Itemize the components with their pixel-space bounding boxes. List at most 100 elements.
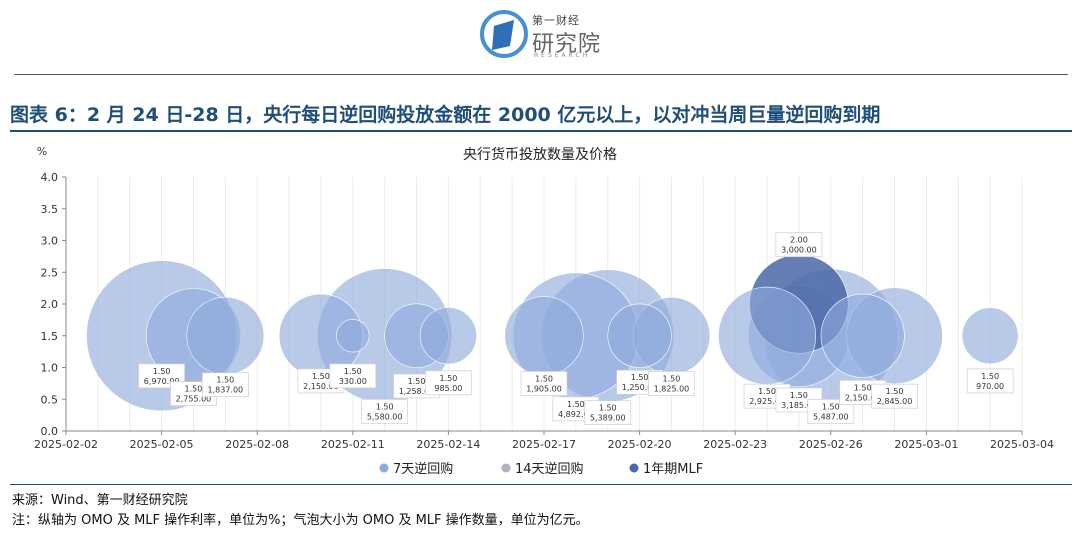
x-tick-label: 2025-03-01 — [894, 438, 958, 451]
data-label-box — [329, 363, 377, 389]
legend-marker — [501, 463, 511, 473]
data-label-rate: 1.50 — [312, 372, 330, 381]
y-axis-unit-label: % — [37, 145, 47, 158]
bubble-point — [336, 319, 370, 353]
data-label-box — [361, 399, 409, 424]
data-label-amount: 2,845.00 — [877, 397, 913, 406]
data-label-box — [520, 371, 568, 396]
x-tick-label: 2025-02-17 — [512, 438, 576, 451]
x-tick-label: 2025-02-02 — [34, 438, 98, 451]
data-label-amount: 4,892.00 — [558, 410, 594, 419]
data-label-rate: 1.50 — [790, 391, 808, 400]
source-note: 来源：Wind、第一财经研究院 — [12, 493, 188, 508]
x-tick-label: 2025-02-08 — [225, 438, 289, 451]
x-tick-label: 2025-02-11 — [321, 438, 385, 451]
data-label-amount: 5,580.00 — [367, 412, 403, 421]
y-tick-label: 3.0 — [41, 235, 59, 248]
data-label-box — [425, 370, 472, 396]
data-label-amount: 1,250.00 — [622, 383, 658, 392]
data-label-amount: 2,755.00 — [176, 395, 212, 404]
data-label-amount: 1,258.00 — [399, 387, 435, 396]
data-label-amount: 3,185.00 — [781, 401, 817, 410]
research-logo: 第一财经 研究院 RESEARCH — [480, 6, 620, 62]
data-label-amount: 1,825.00 — [654, 384, 690, 393]
y-tick-label: 0.0 — [41, 425, 59, 438]
data-label-rate: 1.50 — [216, 376, 234, 385]
axes: 0.0 0.5 1.0 1.5 2.0 2.5 3.0 3.5 4.0 2025-02-02 202… — [34, 171, 1054, 451]
bubble-point — [718, 286, 817, 385]
data-label-amount: 2,150.00 — [303, 382, 339, 391]
data-label-rate: 1.50 — [599, 404, 617, 413]
data-label-amount: 5,487.00 — [813, 412, 849, 421]
legend: 7天逆回购 14天逆回购 1年期MLF — [379, 461, 703, 477]
data-label-amount: 985.00 — [434, 384, 462, 393]
bubble-chart: 央行货币投放数量及价格 % 0.0 0.5 1.0 1.5 2.0 2.5 3.0 3.5 4.… — [34, 145, 1054, 477]
data-label-rate: 1.50 — [185, 385, 203, 394]
logo-brand-top: 第一财经 — [532, 14, 580, 27]
legend-marker — [629, 463, 639, 473]
header-divider — [14, 74, 1068, 75]
data-label-amount: 2,150.00 — [845, 393, 881, 402]
logo-brand-main: 研究院 — [532, 32, 602, 57]
bubble-point — [419, 307, 477, 365]
data-label-amount: 6,970.00 — [144, 377, 180, 386]
y-tick-label: 4.0 — [41, 171, 59, 184]
legend-marker — [379, 463, 389, 473]
data-label-rate: 1.50 — [663, 374, 681, 383]
x-tick-label: 2025-02-23 — [703, 438, 767, 451]
data-label-rate: 1.50 — [439, 374, 457, 383]
data-label-rate: 1.50 — [631, 373, 649, 382]
y-tick-label: 1.5 — [41, 330, 59, 343]
data-label-rate: 2.00 — [790, 236, 808, 245]
bubbles-layer — [86, 254, 1019, 412]
bubble-point — [961, 307, 1019, 365]
data-label-rate: 1.50 — [854, 383, 872, 392]
bubble-point — [820, 293, 905, 378]
data-label-box — [201, 372, 249, 398]
legend-label: 1年期MLF — [643, 462, 703, 477]
legend-label: 14天逆回购 — [515, 461, 584, 477]
data-label-rate: 1.50 — [567, 400, 585, 409]
y-tick-label: 2.5 — [41, 266, 59, 279]
data-labels-layer: 1.506,970.001.502,755.001.501,837.001.50… — [138, 232, 1014, 426]
x-tick-label: 2025-02-05 — [130, 438, 194, 451]
x-tick-label: 2025-02-20 — [608, 438, 672, 451]
data-label-box — [871, 383, 918, 409]
data-label-rate: 1.50 — [758, 387, 776, 396]
y-tick-label: 0.5 — [41, 393, 59, 406]
logo-brand-sub: RESEARCH — [534, 52, 591, 59]
data-label-rate: 1.50 — [408, 377, 426, 386]
y-tick-label: 2.0 — [41, 298, 59, 311]
data-label-box — [584, 400, 632, 426]
bubble-point — [504, 296, 584, 376]
headline-divider — [10, 130, 1072, 132]
data-label-amount: 5,389.00 — [590, 414, 626, 423]
data-label-amount: 970.00 — [976, 382, 1004, 391]
data-label-amount: 330.00 — [339, 377, 367, 386]
chart-title: 央行货币投放数量及价格 — [463, 146, 617, 163]
figure-headline: 图表 6：2 月 24 日-28 日，央行每日逆回购投放金额在 2000 亿元以… — [10, 104, 881, 126]
data-label-amount: 2,925.00 — [749, 397, 785, 406]
bubble-point — [186, 296, 265, 375]
x-tick-label: 2025-02-26 — [799, 438, 863, 451]
data-label-rate: 1.50 — [981, 372, 999, 381]
data-label-amount: 3,000.00 — [781, 246, 817, 255]
data-label-rate: 1.50 — [153, 367, 171, 376]
legend-label: 7天逆回购 — [393, 461, 453, 477]
data-label-rate: 1.50 — [344, 367, 362, 376]
data-label-rate: 1.50 — [822, 402, 840, 411]
x-tick-label: 2025-02-14 — [416, 438, 480, 451]
data-label-box — [775, 232, 823, 258]
data-label-box — [648, 371, 695, 396]
footer-divider — [10, 484, 1072, 485]
footnote: 注：纵轴为 OMO 及 MLF 操作利率，单位为%；气泡大小为 OMO 及 ML… — [12, 513, 589, 528]
y-tick-label: 1.0 — [41, 362, 59, 375]
data-label-amount: 1,837.00 — [208, 386, 244, 395]
data-label-rate: 1.50 — [535, 374, 553, 383]
y-tick-label: 3.5 — [41, 203, 59, 216]
bubble-point — [607, 303, 672, 368]
logo-emblem-icon — [480, 10, 528, 58]
data-label-box — [966, 368, 1014, 394]
data-label-rate: 1.50 — [886, 387, 904, 396]
data-label-amount: 1,905.00 — [526, 384, 562, 393]
